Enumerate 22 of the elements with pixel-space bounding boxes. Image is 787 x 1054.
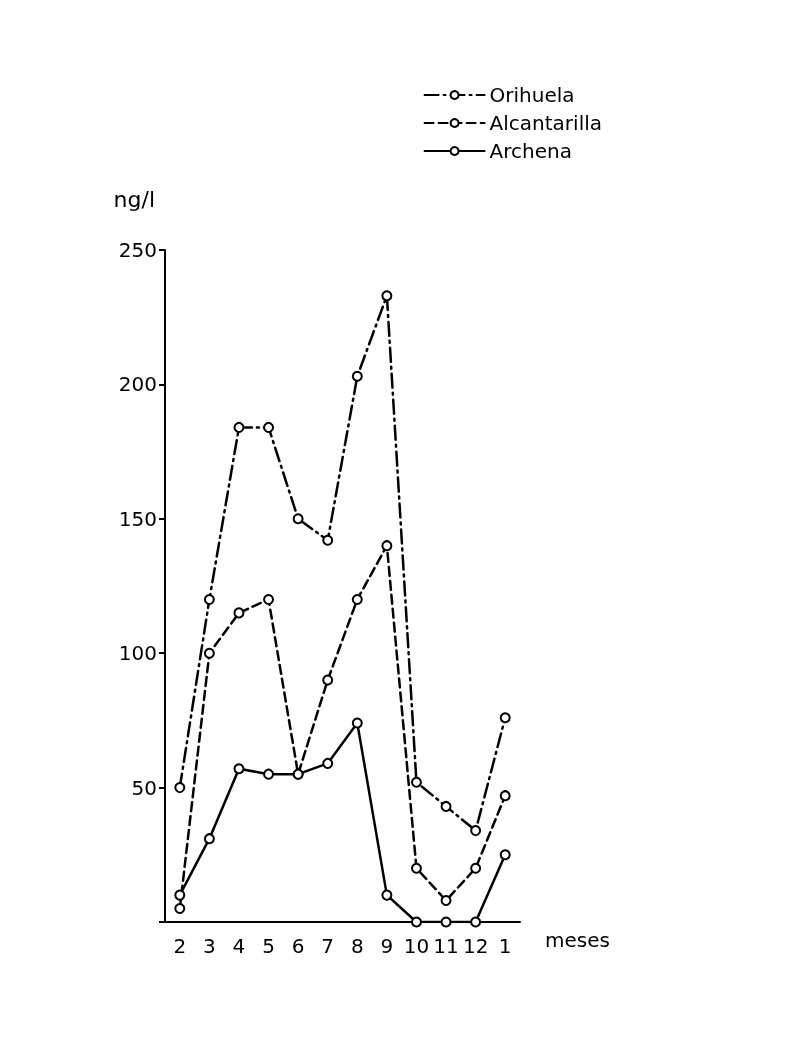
x-tick-label: 3 [203, 934, 216, 958]
y-axis-title: ng/l [113, 186, 155, 212]
x-tick-label: 4 [232, 934, 246, 958]
legend-label: Orihuela [489, 83, 575, 107]
legend-label: Archena [489, 139, 572, 163]
x-tick-label: 5 [262, 934, 275, 958]
y-tick-label: 250 [118, 238, 157, 262]
x-tick-label: 8 [350, 934, 364, 958]
y-tick-label: 100 [118, 641, 157, 666]
x-tick-label: 6 [291, 934, 305, 958]
x-tick-label: 9 [380, 934, 394, 958]
x-tick-label: 10 [403, 934, 430, 958]
y-tick-label: 150 [118, 506, 157, 531]
y-tick-label: 50 [131, 775, 157, 800]
x-tick-label: 12 [462, 934, 489, 958]
x-tick-label: 2 [173, 934, 187, 958]
x-tick-label: 11 [433, 934, 459, 958]
x-axis-title: meses [545, 928, 610, 952]
legend-label: Alcantarilla [489, 111, 603, 135]
x-tick-label: 1 [498, 934, 512, 958]
x-tick-label: 7 [321, 934, 335, 958]
y-tick-label: 200 [118, 372, 157, 397]
